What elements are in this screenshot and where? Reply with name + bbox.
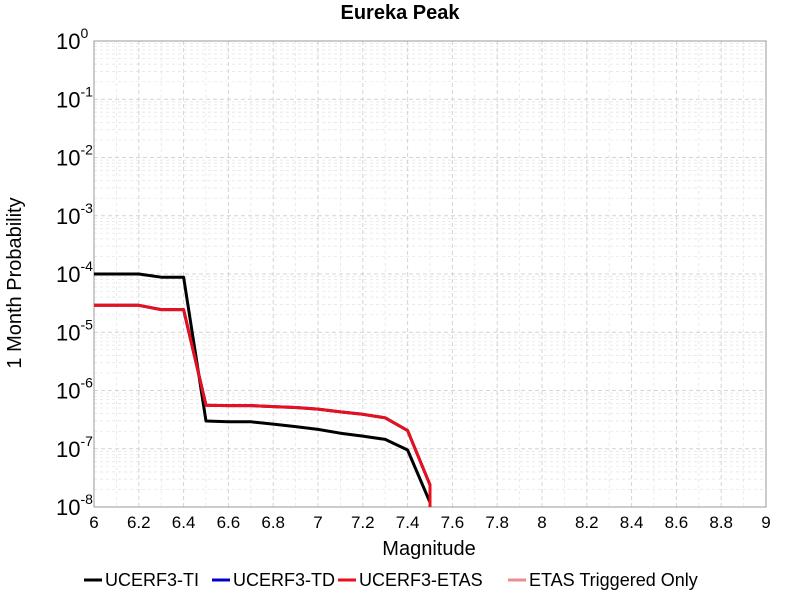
x-tick-label: 7.4 <box>396 513 420 532</box>
y-tick-label: 10-3 <box>56 200 93 229</box>
y-tick-label: 10-4 <box>56 258 93 287</box>
y-tick-label: 10-8 <box>56 491 93 520</box>
legend-label-1: UCERF3-TD <box>233 570 335 590</box>
x-axis-ticks: 6 6.2 6.4 6.6 6.8 7 7.2 7.4 7.6 7.8 8 8.2 8.4 8.6 8.8 9 <box>89 513 770 532</box>
x-tick-label: 6.6 <box>217 513 241 532</box>
chart-title: Eureka Peak <box>341 2 461 24</box>
legend-label-0: UCERF3-TI <box>105 570 199 590</box>
y-tick-label: 10-6 <box>56 375 93 404</box>
x-tick-label: 8 <box>537 513 546 532</box>
y-tick-label: 10-2 <box>56 142 93 171</box>
x-tick-label: 6.4 <box>172 513 196 532</box>
x-tick-label: 6 <box>89 513 98 532</box>
y-axis-label: 1 Month Probability <box>4 197 26 368</box>
x-tick-label: 6.2 <box>127 513 151 532</box>
y-tick-label: 10-1 <box>56 83 93 112</box>
x-tick-label: 8.8 <box>709 513 733 532</box>
legend: UCERF3-TI UCERF3-TD UCERF3-ETAS ETAS Trigge… <box>84 570 698 590</box>
x-tick-label: 9 <box>761 513 770 532</box>
legend-label-3: ETAS Triggered Only <box>529 570 698 590</box>
y-axis-ticks: 100 10-1 10-2 10-3 10-4 10-5 10-6 10-7 10-8 <box>56 25 93 520</box>
x-tick-label: 7.6 <box>441 513 465 532</box>
x-tick-label: 6.8 <box>261 513 285 532</box>
x-tick-label: 7.8 <box>485 513 509 532</box>
series-line-0 <box>94 272 432 507</box>
x-tick-label: 8.6 <box>665 513 689 532</box>
minor-grid <box>94 41 766 507</box>
y-tick-label: 10-7 <box>56 433 93 462</box>
series-line-2 <box>94 303 432 507</box>
x-tick-label: 8.2 <box>575 513 599 532</box>
y-tick-label: 100 <box>56 25 88 54</box>
x-axis-label: Magnitude <box>382 538 475 560</box>
series-layer <box>94 272 432 507</box>
x-tick-label: 8.4 <box>620 513 644 532</box>
y-tick-label: 10-5 <box>56 316 93 345</box>
x-tick-label: 7.2 <box>351 513 375 532</box>
legend-label-2: UCERF3-ETAS <box>359 570 483 590</box>
x-tick-label: 7 <box>313 513 322 532</box>
